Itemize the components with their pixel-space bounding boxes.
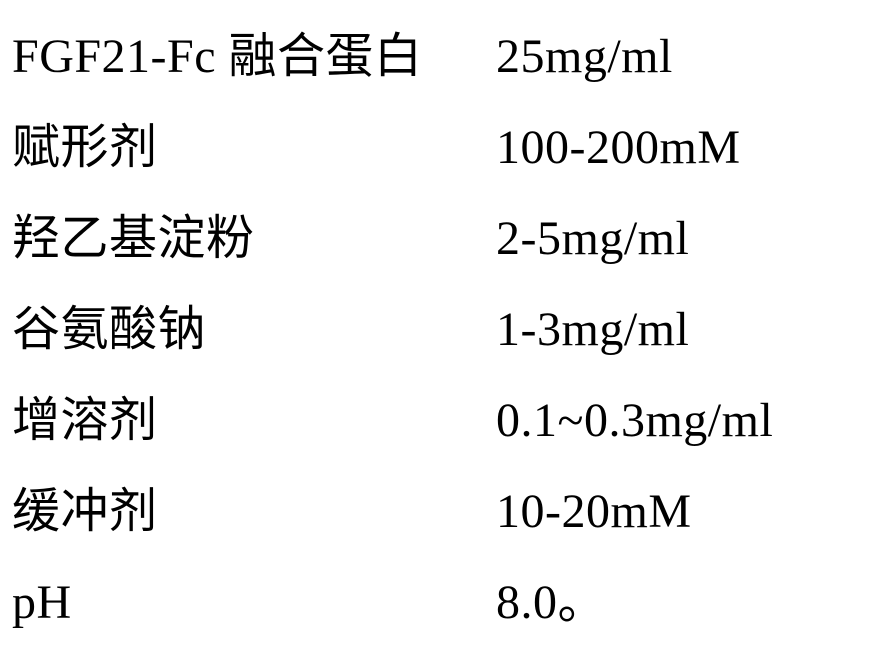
row-label: 羟乙基淀粉 [12, 198, 496, 268]
table-row: 缓冲剂 10-20mM [12, 471, 889, 562]
row-label: 谷氨酸钠 [12, 289, 496, 359]
table-row: 羟乙基淀粉 2-5mg/ml [12, 198, 889, 289]
row-label: 增溶剂 [12, 380, 496, 450]
table-row: 增溶剂 0.1~0.3mg/ml [12, 380, 889, 471]
table-row: pH 8.0。 [12, 562, 889, 653]
row-value: 0.1~0.3mg/ml [496, 393, 773, 448]
table-row: 赋形剂 100-200mM [12, 107, 889, 198]
row-value: 100-200mM [496, 120, 741, 175]
row-label: FGF21-Fc 融合蛋白 [12, 16, 496, 86]
row-value: 1-3mg/ml [496, 302, 689, 357]
row-label: 赋形剂 [12, 107, 496, 177]
table-row: FGF21-Fc 融合蛋白 25mg/ml [12, 16, 889, 107]
row-label: pH [12, 575, 496, 630]
row-value: 25mg/ml [496, 29, 673, 84]
table-row: 谷氨酸钠 1-3mg/ml [12, 289, 889, 380]
row-value: 10-20mM [496, 484, 692, 539]
row-value: 8.0。 [496, 562, 606, 632]
row-label: 缓冲剂 [12, 471, 496, 541]
formulation-table: FGF21-Fc 融合蛋白 25mg/ml 赋形剂 100-200mM 羟乙基淀… [0, 0, 889, 655]
row-value: 2-5mg/ml [496, 211, 689, 266]
